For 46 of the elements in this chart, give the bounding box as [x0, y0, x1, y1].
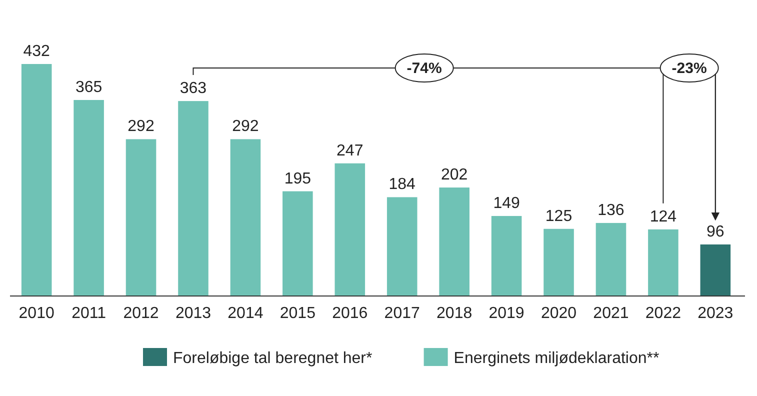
x-tick-label: 2016: [332, 305, 368, 322]
x-tick-label: 2022: [645, 305, 682, 322]
data-label: 292: [232, 118, 259, 136]
x-tick-label: 2012: [123, 305, 159, 322]
data-label: 202: [440, 166, 468, 184]
data-label: 96: [706, 223, 724, 240]
bar: [491, 216, 522, 296]
data-label: 363: [180, 80, 207, 98]
x-tick-label: 2023: [698, 305, 734, 322]
bar: [282, 191, 313, 296]
data-label: 195: [284, 170, 312, 188]
x-tick-label: 2021: [593, 305, 629, 322]
legend-label: Foreløbige tal beregnet her*: [173, 350, 372, 367]
bar: [386, 197, 418, 296]
annotation: -74%: [406, 60, 442, 77]
bar: [126, 139, 156, 296]
data-label: 149: [493, 194, 520, 212]
x-tick-label: 2014: [228, 305, 264, 322]
x-tick-label: 2020: [540, 305, 577, 322]
bar: [74, 100, 104, 296]
bar: [439, 188, 470, 296]
bar: [230, 139, 261, 296]
data-label: 184: [388, 176, 416, 194]
x-tick-label: 2010: [18, 305, 54, 322]
bar: [700, 244, 731, 296]
data-label: 292: [128, 118, 154, 136]
bar: [178, 101, 208, 296]
x-tick-label: 2013: [175, 305, 212, 322]
bar: [21, 64, 52, 296]
x-tick-label: 2017: [384, 305, 420, 322]
bar: [544, 228, 574, 296]
x-tick-label: 2018: [436, 305, 472, 322]
bar: [648, 229, 678, 296]
data-label: 432: [23, 43, 50, 60]
x-tick-label: 2011: [72, 305, 106, 322]
data-label: 365: [75, 78, 102, 96]
data-label: 247: [336, 142, 364, 160]
data-label: 125: [545, 208, 572, 225]
annotation: -23%: [672, 60, 707, 77]
x-tick-label: 2019: [488, 305, 524, 322]
data-label: 124: [650, 208, 677, 226]
bar: [334, 163, 366, 296]
bar: [596, 222, 626, 296]
x-tick-label: 2015: [280, 305, 316, 322]
legend-label: Energinets miljødeklaration**: [454, 350, 660, 367]
data-label: 136: [598, 202, 624, 219]
